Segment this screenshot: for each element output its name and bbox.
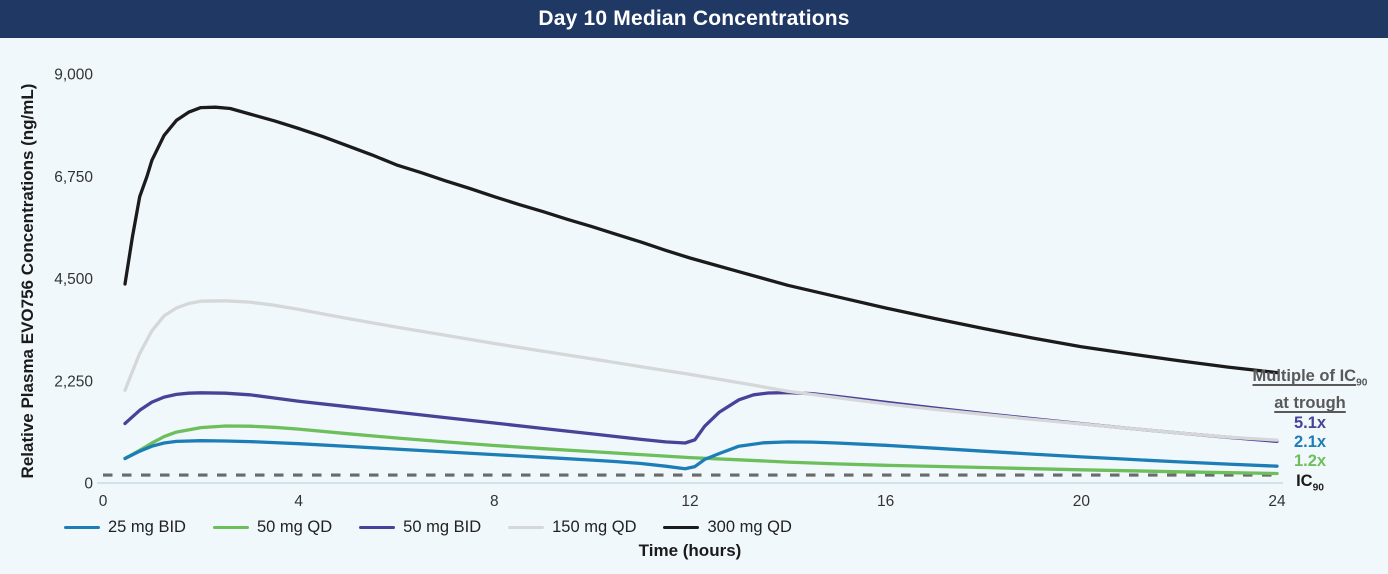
plot-area: 0 4 8 12 16 20 24 0 2,250 4,500 6,750 9,000 [54, 67, 1286, 511]
x-tick-label: 20 [1073, 493, 1091, 510]
y-tick-label: 6,750 [54, 169, 93, 186]
series-line-50-mg-bid [123, 390, 1279, 445]
legend-label: 50 mg QD [256, 518, 333, 536]
legend-swatch-150mg-qd [508, 525, 545, 530]
title-bar: Day 10 Median Concentrations [0, 0, 1388, 38]
x-axis-title: Time (hours) [638, 541, 742, 560]
x-tick-label: 0 [99, 493, 108, 510]
legend-swatch-300mg-qd [663, 525, 700, 530]
annotation-header-line2: at trough [1274, 394, 1346, 413]
annotation-header-subscript: 90 [1356, 377, 1368, 389]
legend-item-300mg-qd: 300 mg QD [663, 518, 792, 537]
annotation-ic90-subscript: 90 [1312, 482, 1324, 494]
legend-label: 300 mg QD [707, 518, 792, 536]
y-tick-label: 4,500 [54, 271, 93, 288]
legend-label: 25 mg BID [108, 518, 186, 536]
annotation-header-line1: Multiple of IC90 [1252, 367, 1368, 389]
legend-item-50mg-qd: 50 mg QD [212, 518, 333, 537]
legend-item-25mg-bid: 25 mg BID [64, 518, 186, 537]
series-line-150-mg-qd [123, 299, 1279, 442]
legend-item-150mg-qd: 150 mg QD [508, 518, 636, 537]
x-tick-label: 4 [294, 493, 303, 510]
legend-label: 50 mg BID [403, 518, 482, 536]
annotation-multiple-50mg-bid: 5.1x [1293, 414, 1327, 433]
x-tick-label: 8 [490, 493, 499, 510]
annotation-multiple-50mg-qd: 1.2x [1293, 452, 1327, 471]
legend-swatch-25mg-bid [64, 525, 100, 530]
series-line-25-mg-bid [123, 439, 1279, 471]
legend-label: 150 mg QD [552, 518, 637, 536]
series-line-50-mg-qd [123, 424, 1279, 476]
legend-swatch-50mg-qd [212, 525, 249, 530]
ic90-annotation: Multiple of IC90 at trough 5.1x 2.1x 1.2… [1235, 366, 1385, 499]
x-tick-label: 24 [1268, 493, 1286, 510]
y-tick-label: 0 [84, 476, 93, 493]
legend-swatch-50mg-bid [359, 525, 396, 530]
chart-title: Day 10 Median Concentrations [538, 7, 850, 30]
legend: 25 mg BID 50 mg QD 50 mg BID 150 mg QD 3… [64, 518, 792, 537]
y-tick-label: 9,000 [54, 67, 93, 84]
y-tick-label: 2,250 [54, 373, 93, 390]
legend-item-50mg-bid: 50 mg BID [359, 518, 481, 537]
x-tick-label: 12 [681, 493, 698, 510]
annotation-multiple-25mg-bid: 2.1x [1293, 433, 1327, 452]
annotation-ic90-label: IC90 [1296, 472, 1324, 494]
x-tick-label: 16 [877, 493, 894, 510]
series-line-300-mg-qd [123, 105, 1279, 375]
